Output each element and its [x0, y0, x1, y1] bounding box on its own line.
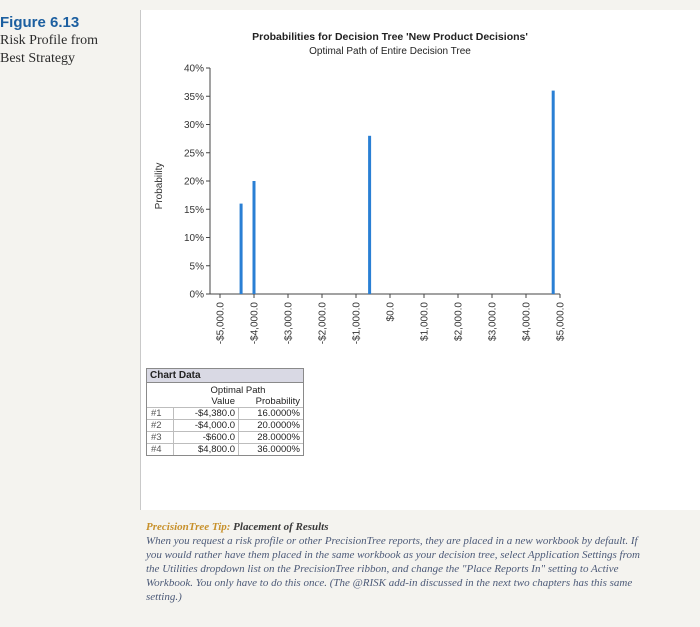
chart-data-header: Value Probability	[147, 396, 303, 407]
precisiontree-tip: PrecisionTree Tip: Placement of Results …	[146, 520, 650, 604]
probability-bar	[239, 203, 243, 294]
row-index: #4	[151, 444, 162, 455]
chart-bars	[239, 90, 555, 294]
x-tick-label: -$2,000.0	[318, 302, 329, 345]
x-tick-label: $1,000.0	[420, 302, 431, 341]
y-tick-label: 35%	[184, 92, 204, 103]
y-tick-label: 10%	[184, 233, 204, 244]
x-tick-label: -$4,000.0	[250, 302, 261, 345]
x-tick-label: -$1,000.0	[352, 302, 363, 345]
figure-caption-line-1: Risk Profile from	[0, 33, 98, 48]
tip-body: When you request a risk profile or other…	[146, 535, 640, 603]
x-tick-label: $0.0	[386, 302, 397, 322]
figure-number: Figure 6.13	[0, 14, 80, 31]
risk-profile-chart: Probabilities for Decision Tree 'New Pro…	[154, 31, 567, 345]
chart-subtitle: Optimal Path of Entire Decision Tree	[309, 46, 471, 57]
y-tick-label: 40%	[184, 64, 204, 75]
probability-bar	[252, 181, 256, 294]
x-tick-label: $3,000.0	[488, 302, 499, 341]
x-tick-label: $5,000.0	[556, 302, 567, 341]
col-value-header: Value	[211, 396, 235, 407]
row-value: -$4,380.0	[173, 408, 238, 419]
chart-data-table-title: Chart Data	[147, 369, 303, 383]
y-tick-label: 30%	[184, 120, 204, 131]
row-value: -$4,000.0	[173, 420, 238, 431]
tip-heading: PrecisionTree Tip:	[146, 521, 231, 533]
x-tick-label: -$3,000.0	[284, 302, 295, 345]
table-row: #2 -$4,000.0 20.0000%	[147, 419, 303, 431]
y-axis-label: Probability	[154, 163, 165, 210]
row-probability: 28.0000%	[238, 432, 303, 443]
probability-bar	[368, 135, 372, 294]
y-tick-label: 25%	[184, 148, 204, 159]
x-tick-label: $2,000.0	[454, 302, 465, 341]
y-tick-label: 15%	[184, 205, 204, 216]
row-probability: 36.0000%	[238, 444, 303, 455]
table-row: #3 -$600.0 28.0000%	[147, 431, 303, 443]
chart-title: Probabilities for Decision Tree 'New Pro…	[252, 31, 528, 43]
chart-data-table: Chart Data Optimal Path Value Probabilit…	[146, 368, 304, 456]
figure-caption: Figure 6.13 Risk Profile from Best Strat…	[0, 14, 140, 68]
row-index: #1	[151, 408, 162, 419]
probability-bar	[551, 90, 555, 294]
table-row: #4 $4,800.0 36.0000%	[147, 443, 303, 455]
row-value: -$600.0	[173, 432, 238, 443]
y-tick-label: 5%	[190, 261, 205, 272]
chart-axes: 0% 5% 10% 15% 20% 25% 30% 35% 40% -$5,000.0 -$4,00…	[184, 64, 567, 345]
col-probability-header: Probability	[255, 396, 300, 407]
chart-data-series-label: Optimal Path	[210, 385, 266, 396]
row-index: #2	[151, 420, 162, 431]
row-index: #3	[151, 432, 162, 443]
figure-caption-line-2: Best Strategy	[0, 51, 76, 66]
table-row: #1 -$4,380.0 16.0000%	[147, 407, 303, 419]
y-tick-label: 0%	[190, 290, 205, 301]
row-value: $4,800.0	[173, 444, 238, 455]
tip-subheading: Placement of Results	[233, 521, 329, 533]
x-tick-label: -$5,000.0	[216, 302, 227, 345]
x-tick-label: $4,000.0	[522, 302, 533, 341]
y-tick-label: 20%	[184, 177, 204, 188]
row-probability: 16.0000%	[238, 408, 303, 419]
row-probability: 20.0000%	[238, 420, 303, 431]
